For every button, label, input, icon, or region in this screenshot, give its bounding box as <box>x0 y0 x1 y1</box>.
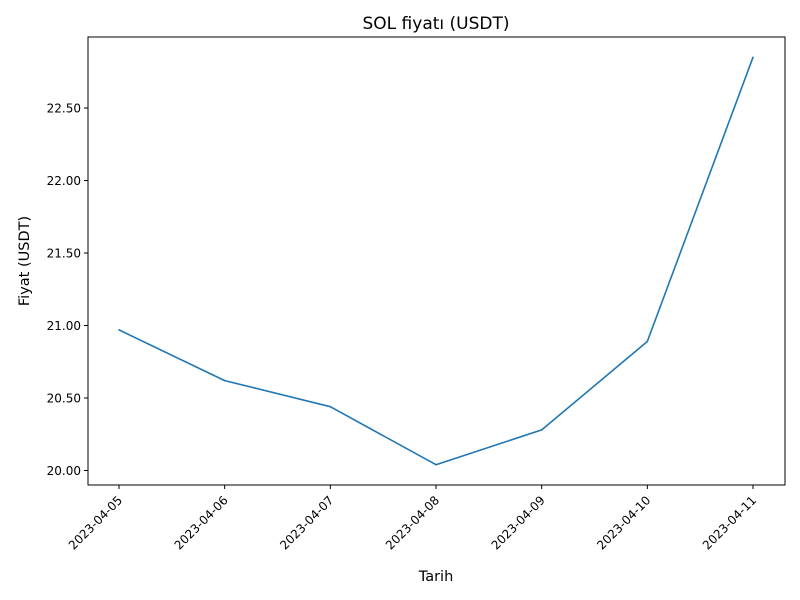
plot-area <box>87 36 786 486</box>
y-tick-label: 20.00 <box>47 464 81 478</box>
y-tick-label: 22.00 <box>47 174 81 188</box>
y-axis-label: Fiyat (USDT) <box>17 216 33 306</box>
data-point <box>646 340 649 343</box>
x-tick-label: 2023-04-05 <box>66 493 125 552</box>
data-point <box>540 429 543 431</box>
y-tick-label: 21.50 <box>47 247 81 261</box>
data-point <box>752 56 754 59</box>
x-axis-label: Tarih <box>418 569 454 585</box>
chart-title: SOL fiyatı (USDT) <box>363 14 510 34</box>
x-tick-label: 2023-04-11 <box>700 493 759 552</box>
data-point <box>329 405 332 408</box>
series-group <box>118 56 754 466</box>
y-axis: 20.00 20.50 21.00 21.50 22.00 22.50 <box>47 102 88 478</box>
x-tick-label: 2023-04-08 <box>383 493 442 552</box>
y-tick-label: 20.50 <box>47 392 81 406</box>
y-tick-label: 21.00 <box>47 319 81 333</box>
data-point <box>223 379 226 382</box>
x-axis: 2023-04-05 2023-04-06 2023-04-07 2023-04-08… <box>66 485 759 552</box>
y-tick-label: 22.50 <box>47 102 81 116</box>
x-tick-label: 2023-04-07 <box>277 493 336 552</box>
x-tick-label: 2023-04-06 <box>172 493 231 552</box>
x-tick-label: 2023-04-10 <box>594 493 653 552</box>
data-point <box>118 329 120 331</box>
x-tick-label: 2023-04-09 <box>489 493 548 552</box>
data-point <box>435 463 437 466</box>
